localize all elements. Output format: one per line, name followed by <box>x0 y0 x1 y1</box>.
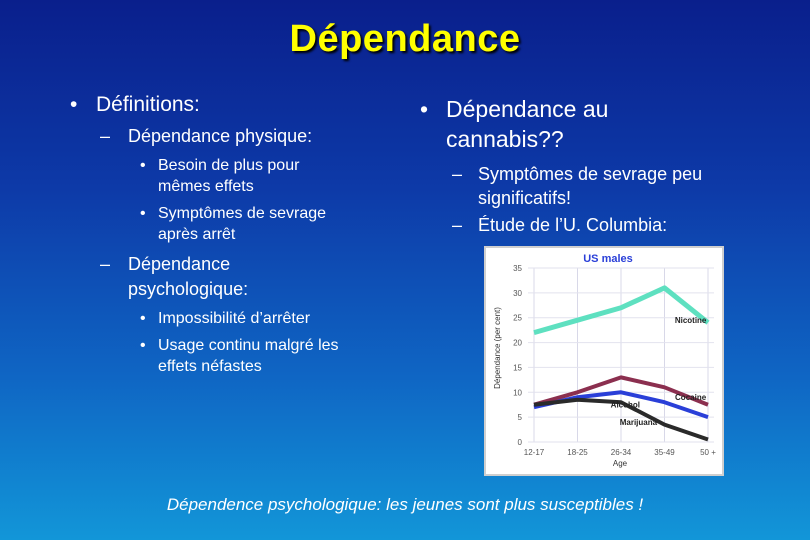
physique-item-line: après arrêt <box>158 226 236 243</box>
series-label: Alcohol <box>611 400 640 409</box>
bullet-icon: • <box>140 310 146 327</box>
chart-title: US males <box>583 253 633 265</box>
cannabis-sub-line: Étude de l’U. Columbia: <box>478 215 668 235</box>
dash-icon: – <box>452 215 463 235</box>
x-tick-label: 50 + <box>700 448 716 457</box>
cannabis-bullet-line: cannabis?? <box>446 126 564 152</box>
x-tick-label: 35-49 <box>654 448 675 457</box>
y-tick-label: 35 <box>513 264 522 273</box>
psycho-item-line: Impossibilité d’arrêter <box>158 310 311 327</box>
psycho-item-line: Usage continu malgré les <box>158 337 339 354</box>
dash-icon: – <box>100 254 111 274</box>
series-label: Marijuana <box>620 418 658 427</box>
slide-title: Dépendance <box>289 18 521 60</box>
bullet-icon: • <box>140 205 146 222</box>
cannabis-sub-line: significatifs! <box>478 188 572 208</box>
chart-xlabel: Age <box>613 459 628 468</box>
dash-icon: – <box>100 126 111 146</box>
series-line-cocaine <box>533 375 709 407</box>
series-line-marijuana <box>533 397 709 442</box>
psycho-heading-line: psychologique: <box>128 279 249 299</box>
y-tick-label: 25 <box>513 314 522 323</box>
physique-item-line: Besoin de plus pour <box>158 157 300 174</box>
cannabis-sub-line: Symptômes de sevrage peu <box>478 164 703 184</box>
y-tick-label: 15 <box>513 363 522 372</box>
series-label: Cocaine <box>675 393 707 402</box>
series-label: Nicotine <box>675 316 707 325</box>
dash-icon: – <box>452 164 463 184</box>
dependence-line-chart: US males Dépendance (per cent) Age 0 5 10 1… <box>484 246 724 476</box>
y-tick-label: 10 <box>513 388 522 397</box>
bullet-icon: • <box>140 337 146 354</box>
x-tick-label: 18-25 <box>567 448 588 457</box>
physique-heading: Dépendance physique: <box>128 126 313 146</box>
series-line-nicotine <box>533 285 710 336</box>
y-tick-label: 5 <box>518 413 523 422</box>
chart-ylabel: Dépendance (per cent) <box>493 307 502 389</box>
physique-item-line: Symptômes de sevrage <box>158 205 327 222</box>
cannabis-bullet-line: Dépendance au <box>446 96 609 122</box>
physique-item-line: mêmes effets <box>158 178 254 195</box>
bullet-icon: • <box>140 157 146 174</box>
psycho-heading-line: Dépendance <box>128 254 231 274</box>
bullet-icon: • <box>70 93 78 116</box>
x-tick-label: 26-34 <box>611 448 632 457</box>
y-tick-label: 20 <box>513 339 522 348</box>
footer-note: Dépendence psychologique: les jeunes son… <box>166 495 644 514</box>
y-tick-label: 30 <box>513 289 522 298</box>
bullet-icon: • <box>420 96 429 122</box>
definitions-bullet: Définitions: <box>96 93 200 116</box>
psycho-item-line: effets néfastes <box>158 358 262 375</box>
y-tick-label: 0 <box>518 438 523 447</box>
x-tick-label: 12-17 <box>524 448 545 457</box>
